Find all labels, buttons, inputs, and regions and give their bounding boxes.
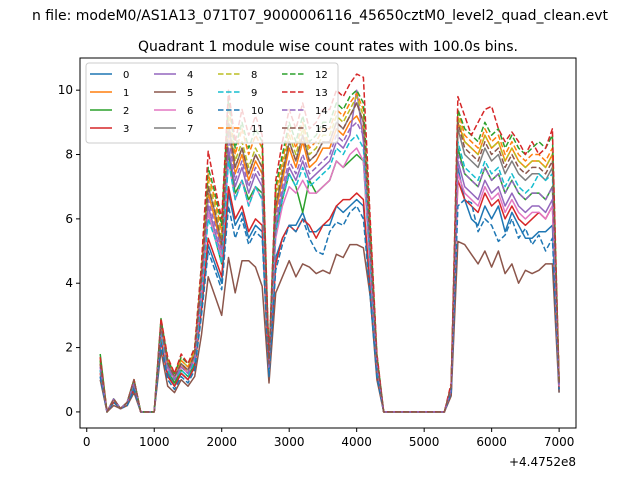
legend-label-0: 0 [123,70,129,81]
legend-box [85,62,339,144]
x-tick-label: 6000 [476,435,507,449]
legend-label-10: 10 [251,106,264,117]
chart-title: Quadrant 1 module wise count rates with … [138,39,518,55]
y-tick-label: 6 [65,212,73,226]
legend-label-3: 3 [123,124,129,135]
legend-label-9: 9 [251,88,257,99]
legend-label-12: 12 [315,70,328,81]
legend-label-2: 2 [123,106,129,117]
legend-label-4: 4 [187,70,193,81]
legend-label-13: 13 [315,88,328,99]
figure-suptitle: n file: modeM0/AS1A13_071T07_9000006116_… [32,8,609,24]
series-line-14 [99,121,560,413]
legend-label-15: 15 [315,124,328,135]
legend-label-5: 5 [187,88,193,99]
x-tick-label: 3000 [274,435,305,449]
x-tick-label: 4000 [341,435,372,449]
x-tick-label: 7000 [544,435,575,449]
y-tick-label: 10 [58,83,73,97]
x-tick-label: 1000 [139,435,170,449]
axes-frame [79,57,577,429]
y-tick-label: 0 [65,405,73,419]
y-tick-label: 4 [65,276,73,290]
y-tick-label: 8 [65,148,73,162]
y-axis-ticks: 0 2 4 6 8 10 [58,83,80,419]
y-tick-label: 2 [65,341,73,355]
x-tick-label: 2000 [206,435,237,449]
series-line-3 [99,179,560,413]
series-line-6 [99,147,560,413]
legend-label-8: 8 [251,70,257,81]
x-tick-label: 5000 [409,435,440,449]
legend-label-6: 6 [187,106,193,117]
legend-label-1: 1 [123,88,129,99]
legend-label-11: 11 [251,124,264,135]
x-axis-ticks: 0 1000 2000 3000 4000 5000 6000 7000 [83,428,574,449]
legend-label-14: 14 [315,106,328,117]
series-line-9 [99,134,560,413]
x-offset-label: +4.4752e8 [509,455,576,469]
series-line-5 [99,240,560,413]
series-line-10 [99,198,560,413]
legend-label-7: 7 [187,124,193,135]
series-lines [99,73,560,413]
x-tick-label: 0 [83,435,91,449]
